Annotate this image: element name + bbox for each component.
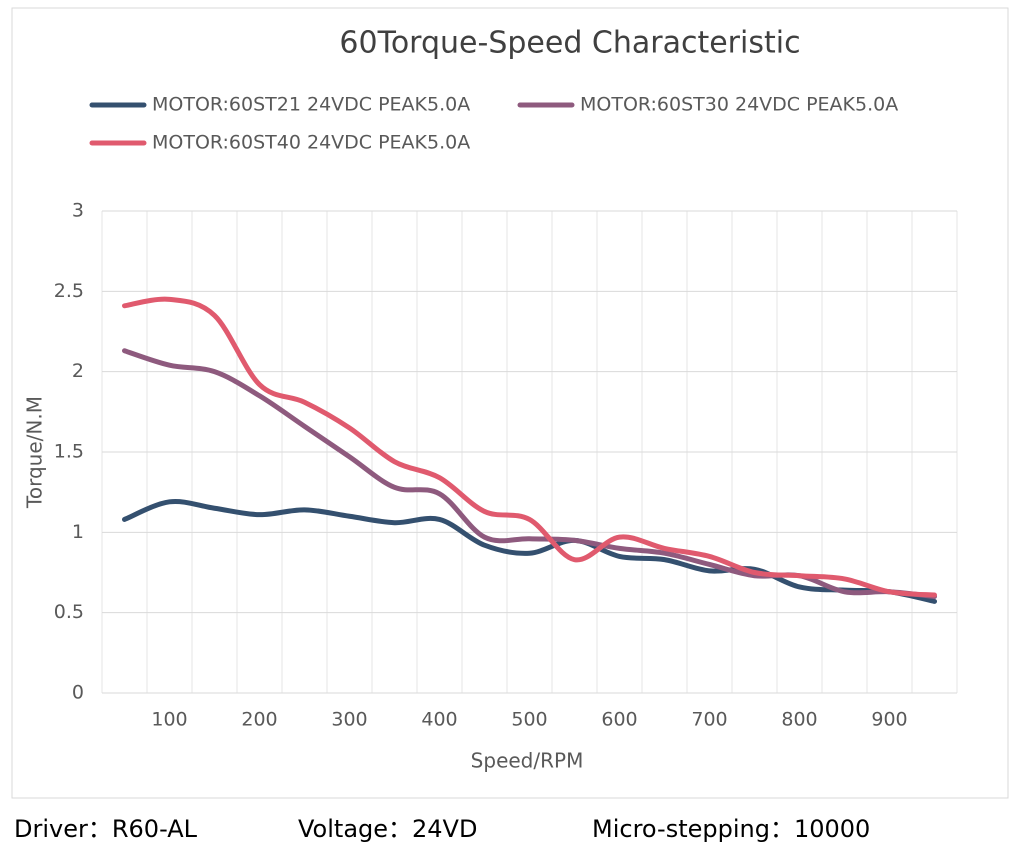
legend-label: MOTOR:60ST40 24VDC PEAK5.0A: [152, 132, 470, 154]
x-tick-label: 400: [421, 709, 457, 731]
chart-frame: [11, 7, 1009, 799]
series-line: [122, 296, 937, 598]
y-tick-label: 1.5: [54, 441, 84, 463]
y-tick-label: 2: [72, 360, 84, 382]
x-tick-label: 500: [511, 709, 547, 731]
y-tick-label: 3: [72, 200, 84, 222]
y-tick-label: 0.5: [54, 601, 84, 623]
y-tick-label: 2.5: [54, 280, 84, 302]
x-tick-label: 200: [241, 709, 277, 731]
chart-title: 60Torque-Speed Characteristic: [339, 26, 800, 61]
y-tick-label: 0: [72, 682, 84, 704]
footer-note: Driver：R60-AL: [14, 815, 198, 843]
x-tick-label: 300: [331, 709, 367, 731]
footer-note: Micro-stepping：10000: [592, 815, 870, 843]
x-tick-label: 900: [871, 709, 907, 731]
x-tick-label: 100: [151, 709, 187, 731]
footer-note: Voltage：24VD: [298, 815, 477, 843]
x-axis-title: Speed/RPM: [471, 749, 584, 773]
x-tick-label: 700: [691, 709, 727, 731]
legend-label: MOTOR:60ST21 24VDC PEAK5.0A: [152, 94, 470, 116]
x-tick-label: 800: [781, 709, 817, 731]
y-tick-label: 1: [72, 521, 84, 543]
legend-label: MOTOR:60ST30 24VDC PEAK5.0A: [580, 94, 898, 116]
series-line: [122, 498, 937, 604]
x-tick-label: 600: [601, 709, 637, 731]
y-axis-title: Torque/N.M: [23, 396, 47, 509]
